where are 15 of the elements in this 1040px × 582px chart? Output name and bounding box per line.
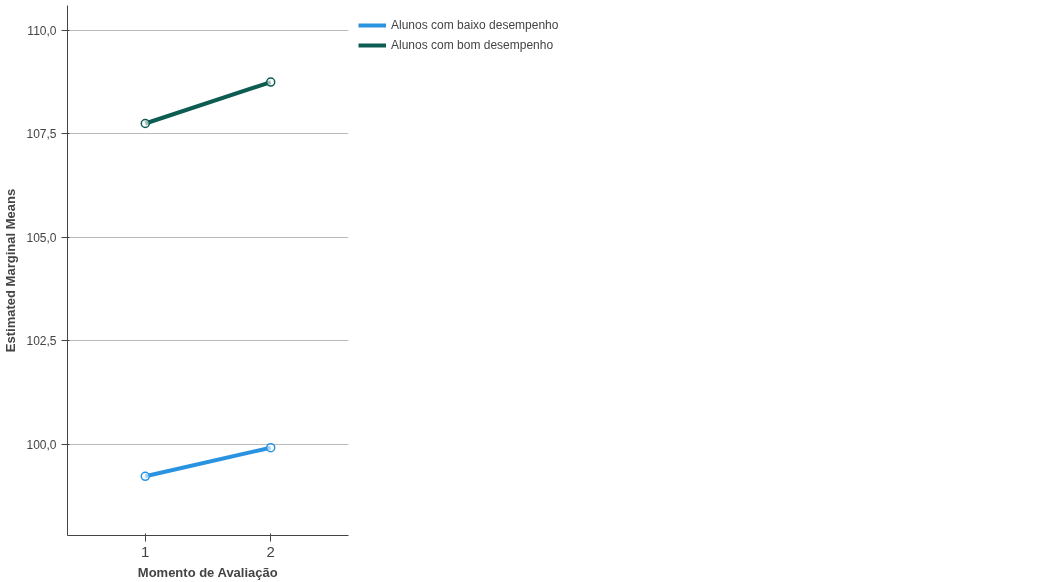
x-tick-label: 1 [141,542,150,560]
y-tick-label: 100,0 [26,437,57,452]
x-axis-title: Momento de Avaliação [137,564,278,580]
y-tick-label: 105,0 [26,230,57,245]
x-tick-label: 2 [266,542,275,560]
legend-label: Alunos com baixo desempenho [391,18,559,32]
y-tick-label: 107,5 [26,127,57,142]
point [265,77,276,87]
legend-label: Alunos com bom desempenho [391,38,554,52]
y-tick-label: 110,0 [27,23,57,38]
y-axis-title: Estimated Marginal Means [3,188,19,353]
point [265,442,276,453]
y-tick-label: 102,5 [26,334,57,349]
point [140,118,151,129]
point [140,471,151,482]
